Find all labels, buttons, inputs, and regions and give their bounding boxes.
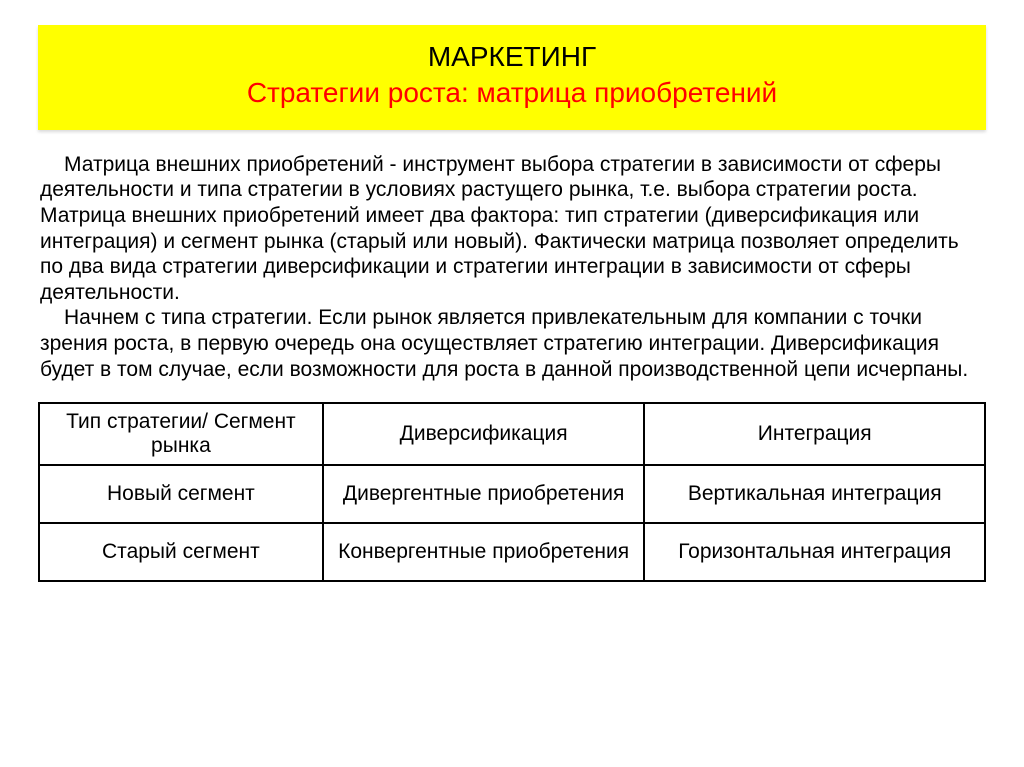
header-subtitle: Стратегии роста: матрица приобретений — [48, 75, 976, 111]
slide-header: МАРКЕТИНГ Стратегии роста: матрица приоб… — [38, 25, 986, 130]
table-cell: Горизонтальная интеграция — [644, 523, 985, 581]
header-title: МАРКЕТИНГ — [48, 39, 976, 75]
table-col-diversification: Диверсификация — [323, 403, 645, 465]
table-header-row: Тип стратегии/ Сегмент рынка Диверсифика… — [39, 403, 985, 465]
table-cell: Конвергентные приобретения — [323, 523, 645, 581]
table-row-label: Старый сегмент — [39, 523, 323, 581]
table-cell: Вертикальная интеграция — [644, 465, 985, 523]
table-cell: Дивергентные приобретения — [323, 465, 645, 523]
paragraph-1: Матрица внешних приобретений - инструмен… — [40, 152, 984, 306]
table-col-integration: Интеграция — [644, 403, 985, 465]
paragraph-2: Начнем с типа стратегии. Если рынок явля… — [40, 305, 984, 382]
table-row: Новый сегмент Дивергентные приобретения … — [39, 465, 985, 523]
table-row-label: Новый сегмент — [39, 465, 323, 523]
table-row: Старый сегмент Конвергентные приобретени… — [39, 523, 985, 581]
body-text: Матрица внешних приобретений - инструмен… — [38, 152, 986, 382]
acquisition-matrix-table: Тип стратегии/ Сегмент рынка Диверсифика… — [38, 402, 986, 582]
table-corner-label: Тип стратегии/ Сегмент рынка — [39, 403, 323, 465]
